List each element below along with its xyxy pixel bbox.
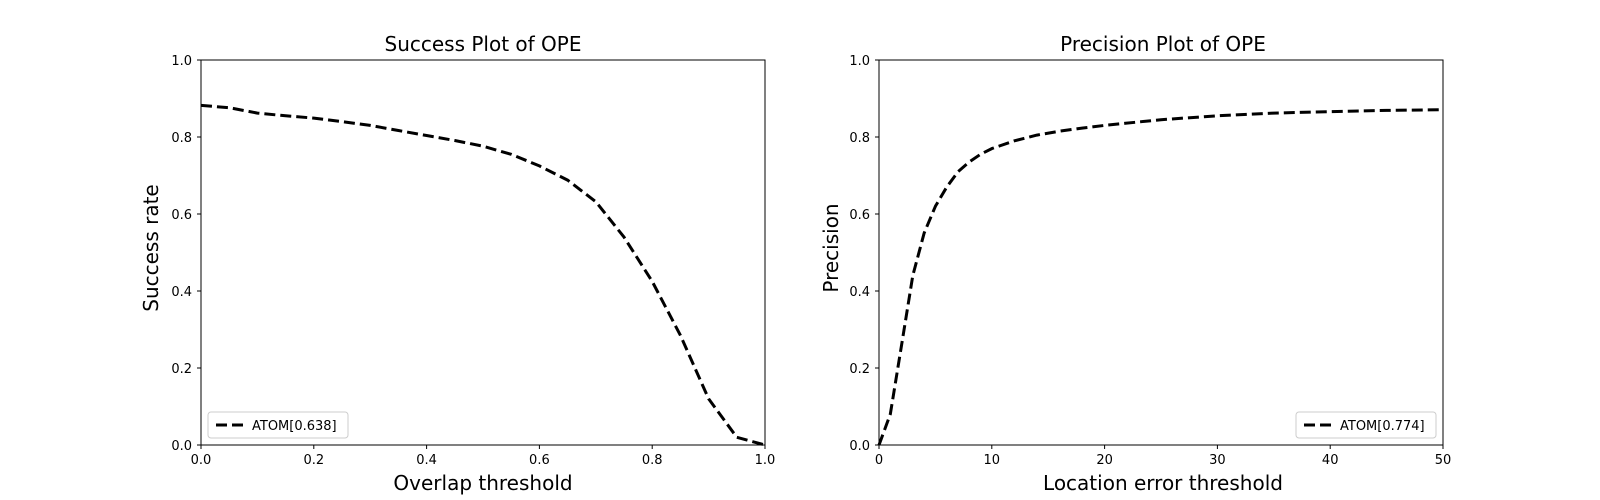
success-plot-xtick-label: 0.4 [416, 453, 437, 468]
success-plot-ytick-label: 1.0 [171, 54, 192, 69]
precision-plot-xlabel: Location error threshold [1043, 471, 1283, 495]
precision-plot: Precision Plot of OPE Location error thr… [819, 32, 1451, 495]
precision-plot-frame [878, 59, 1444, 446]
success-plot-ticks: 0.0 0.2 0.4 0.6 0.8 1.0 0.0 0.2 0.4 0.6 0.8 1.0 [171, 54, 775, 468]
success-plot-ytick-label: 0.0 [171, 439, 192, 454]
precision-plot-ytick-label: 0.4 [849, 285, 870, 300]
success-plot-xtick-label: 1.0 [755, 453, 776, 468]
precision-plot-ytick-label: 1.0 [849, 54, 870, 69]
precision-plot-legend: ATOM[0.774] [1295, 411, 1437, 439]
precision-plot-xtick-label: 0 [875, 453, 883, 468]
success-plot-title: Success Plot of OPE [385, 32, 582, 56]
success-plot-xtick-label: 0.0 [191, 453, 212, 468]
success-plot-frame [200, 59, 766, 446]
success-plot-ytick-label: 0.2 [171, 362, 192, 377]
precision-plot-legend-label: ATOM[0.774] [1340, 419, 1425, 434]
precision-plot-xtick-label: 50 [1435, 453, 1452, 468]
success-plot-legend-box [207, 411, 349, 439]
precision-plot-xtick-label: 40 [1322, 453, 1339, 468]
precision-plot-ylabel: Precision [819, 203, 843, 292]
success-plot-ytick-label: 0.4 [171, 285, 192, 300]
precision-plot-ytick-label: 0.0 [849, 439, 870, 454]
precision-plot-xtick-label: 30 [1209, 453, 1226, 468]
success-plot-ylabel: Success rate [139, 184, 163, 312]
success-plot-xtick-label: 0.2 [303, 453, 324, 468]
precision-plot-ytick-label: 0.8 [849, 131, 870, 146]
success-plot-legend-label: ATOM[0.638] [252, 419, 337, 434]
precision-plot-legend-box [1295, 411, 1437, 439]
precision-plot-xtick-label: 20 [1096, 453, 1113, 468]
success-plot-ytick-label: 0.6 [171, 208, 192, 223]
precision-plot-title: Precision Plot of OPE [1060, 32, 1266, 56]
precision-plot-ytick-label: 0.2 [849, 362, 870, 377]
success-plot-legend: ATOM[0.638] [207, 411, 349, 439]
precision-plot-xtick-label: 10 [984, 453, 1001, 468]
precision-plot-ytick-label: 0.6 [849, 208, 870, 223]
success-plot-series-line [200, 103, 766, 447]
success-plot-xlabel: Overlap threshold [393, 471, 572, 495]
success-plot: Success Plot of OPE Overlap threshold Su… [139, 32, 775, 495]
success-plot-xtick-label: 0.6 [529, 453, 550, 468]
success-plot-xtick-label: 0.8 [642, 453, 663, 468]
success-plot-ytick-label: 0.8 [171, 131, 192, 146]
precision-plot-ticks: 0 10 20 30 40 50 0.0 0.2 0.4 0.6 0.8 1.0 [849, 54, 1451, 468]
precision-plot-series-line [877, 108, 1444, 446]
